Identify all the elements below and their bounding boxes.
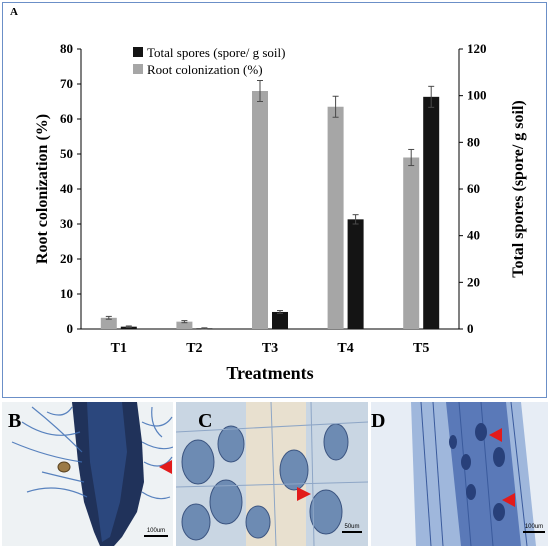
arrow-marker-icon [502,493,515,507]
y-left-axis-label: Root colonization (%) [34,114,51,264]
right-axis-tick-label: 100 [467,88,487,103]
scale-bar-b-label: 100um [146,528,166,534]
panel-label-d: D [371,410,386,432]
x-tick-label: T4 [337,341,353,356]
bar-root-colonization [252,91,268,329]
scale-bar-c: 50um [342,524,362,533]
right-axis-tick-label: 40 [467,228,480,243]
bar-total-spores [272,311,288,329]
x-tick-label: T3 [262,341,278,356]
left-axis-tick-label: 70 [60,76,73,91]
legend-swatch-root-colonization [133,64,143,74]
micrograph-c-image [176,402,368,546]
bar-total-spores [423,96,440,329]
chart-panel: A 0 10 20 30 40 50 60 70 80 0 20 40 60 80 100 120 T1 T2 T3… [2,2,547,398]
micrograph-row: B 100um C 50um [2,402,548,546]
right-axis-tick-label: 0 [467,321,474,336]
arrow-marker-icon [159,460,172,474]
x-axis-label: Treatments [226,363,313,383]
left-axis-tick-label: 80 [60,41,73,56]
panel-label-a: A [10,6,18,18]
x-tick-label: T5 [413,341,429,356]
right-axis-tick-label: 120 [467,41,487,56]
micrograph-d: D 100um [371,402,548,546]
bar-total-spores [347,219,364,329]
legend-swatch-total-spores [133,47,143,57]
bar-root-colonization [176,321,193,329]
panel-label-b: B [8,410,22,432]
left-axis-tick-label: 50 [60,146,73,161]
left-axis-tick-label: 40 [60,181,73,196]
legend-label-total-spores: Total spores (spore/ g soil) [147,45,285,60]
left-axis-tick-label: 30 [60,216,73,231]
left-axis-tick-label: 10 [60,286,73,301]
arrow-marker-icon [489,428,502,442]
x-tick-label: T1 [111,341,127,356]
micrograph-b: B 100um [2,402,173,546]
micrograph-b-image [2,402,173,546]
left-axis-tick-label: 20 [60,251,73,266]
left-axis-tick-label: 60 [60,111,73,126]
scale-bar-b: 100um [144,528,168,537]
right-axis-tick-label: 20 [467,274,480,289]
bar-chart: 0 10 20 30 40 50 60 70 80 0 20 40 60 80 100 120 T1 T2 T3 T4… [34,41,527,383]
panel-label-c: C [198,410,213,432]
right-axis-tick-label: 80 [467,134,480,149]
x-tick-label: T2 [186,341,202,356]
scale-bar-d: 100um [523,524,545,533]
scale-bar-c-label: 50um [344,524,360,530]
y-right-axis-label: Total spores (spore/ g soil) [510,100,527,278]
scale-bar-d-label: 100um [524,524,544,530]
right-axis-tick-label: 60 [467,181,480,196]
micrograph-d-image [371,402,548,546]
left-axis-tick-label: 0 [67,321,74,336]
bar-root-colonization [327,106,344,329]
bar-root-colonization [100,317,117,329]
micrograph-c: C 50um [176,402,368,546]
arrow-marker-icon [297,487,311,501]
bar-root-colonization [403,157,420,329]
legend-label-root-colonization: Root colonization (%) [147,62,263,77]
